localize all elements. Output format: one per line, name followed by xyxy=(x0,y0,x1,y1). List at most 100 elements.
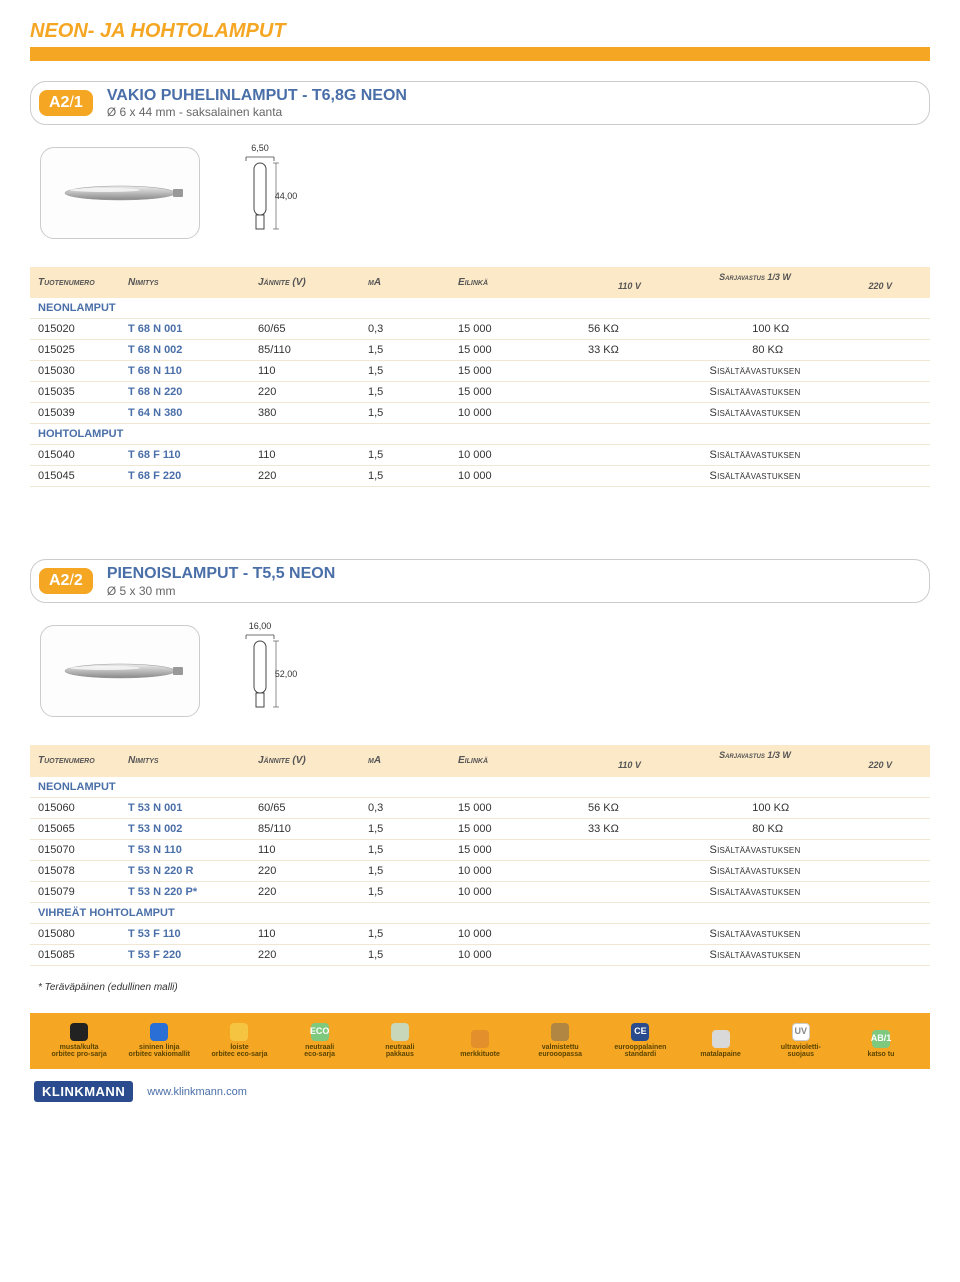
cell-resistor: Sisältäävastuksen xyxy=(580,403,930,424)
col-jannite: Jännite (V) xyxy=(250,745,360,777)
cell-life: 10 000 xyxy=(450,881,580,902)
group-label: VIHREÄT HOHTOLAMPUT xyxy=(30,902,930,923)
col-eilinka: Eilinkä xyxy=(450,267,580,299)
col-tuotenumero: Tuotenumero xyxy=(30,745,120,777)
cell-ma: 0,3 xyxy=(360,797,450,818)
section-title-main: PIENOISLAMPUT - T5,5 NEON xyxy=(107,564,335,583)
dimension-diagram: 16,00 52,00 xyxy=(240,621,280,721)
legend-item: musta/kulta orbitec pro-sarja xyxy=(42,1023,116,1059)
cell-volt: 220 xyxy=(250,944,360,965)
legend-icon: ECO xyxy=(311,1023,329,1041)
cell-code: T 64 N 380 xyxy=(120,403,250,424)
table-row: 015060 T 53 N 001 60/65 0,3 15 000 56 KΩ… xyxy=(30,797,930,818)
cell-num: 015065 xyxy=(30,818,120,839)
legend-label-1: sininen linja xyxy=(139,1044,179,1052)
table-row: 015025 T 68 N 002 85/110 1,5 15 000 33 K… xyxy=(30,340,930,361)
section-badge: A2/1 xyxy=(39,90,93,116)
cell-life: 10 000 xyxy=(450,466,580,487)
cell-code: T 53 F 110 xyxy=(120,923,250,944)
cell-volt: 380 xyxy=(250,403,360,424)
footer-link[interactable]: www.klinkmann.com xyxy=(147,1086,247,1098)
table-row: 015040 T 68 F 110 110 1,5 10 000 Sisältä… xyxy=(30,445,930,466)
cell-life: 15 000 xyxy=(450,839,580,860)
cell-resistor: Sisältäävastuksen xyxy=(580,944,930,965)
cell-life: 10 000 xyxy=(450,923,580,944)
cell-code: T 68 N 001 xyxy=(120,319,250,340)
cell-life: 15 000 xyxy=(450,340,580,361)
legend-item: sininen linja orbitec vakiomallit xyxy=(122,1023,196,1059)
legend-label-1: loiste xyxy=(230,1044,248,1052)
figure-row: 16,00 52,00 xyxy=(30,621,930,721)
cell-code: T 68 N 002 xyxy=(120,340,250,361)
table-row: 015065 T 53 N 002 85/110 1,5 15 000 33 K… xyxy=(30,818,930,839)
cell-ma: 1,5 xyxy=(360,382,450,403)
cell-volt: 85/110 xyxy=(250,340,360,361)
legend-label-1: valmistettu xyxy=(542,1044,579,1052)
legend-label-2: orbitec vakiomallit xyxy=(129,1051,190,1059)
cell-volt: 220 xyxy=(250,860,360,881)
legend-icon xyxy=(70,1023,88,1041)
cell-life: 15 000 xyxy=(450,361,580,382)
cell-code: T 68 F 220 xyxy=(120,466,250,487)
cell-num: 015078 xyxy=(30,860,120,881)
cell-ma: 1,5 xyxy=(360,361,450,382)
legend-label-2: orbitec eco-sarja xyxy=(211,1051,267,1059)
cell-code: T 53 N 220 P* xyxy=(120,881,250,902)
section-title-sub: Ø 5 x 30 mm xyxy=(107,584,335,598)
table-row: 015039 T 64 N 380 380 1,5 10 000 Sisältä… xyxy=(30,403,930,424)
cell-volt: 110 xyxy=(250,839,360,860)
cell-num: 015045 xyxy=(30,466,120,487)
col-nimitys: Nimitys xyxy=(120,745,250,777)
table-row: 015079 T 53 N 220 P* 220 1,5 10 000 Sisä… xyxy=(30,881,930,902)
legend-icon: CE xyxy=(631,1023,649,1041)
bulb-icon xyxy=(55,656,185,686)
cell-ma: 1,5 xyxy=(360,923,450,944)
cell-r220: 80 KΩ xyxy=(744,818,930,839)
table-row: 015078 T 53 N 220 R 220 1,5 10 000 Sisäl… xyxy=(30,860,930,881)
col-ma: mA xyxy=(360,745,450,777)
cell-num: 015040 xyxy=(30,445,120,466)
legend-item: matalapaine xyxy=(684,1030,758,1059)
cell-code: T 53 N 110 xyxy=(120,839,250,860)
legend-label-2: pakkaus xyxy=(386,1051,414,1059)
cell-volt: 220 xyxy=(250,466,360,487)
col-tuotenumero: Tuotenumero xyxy=(30,267,120,299)
cell-resistor: Sisältäävastuksen xyxy=(580,466,930,487)
cell-volt: 85/110 xyxy=(250,818,360,839)
cell-ma: 1,5 xyxy=(360,818,450,839)
legend-item: UV ultravioletti- suojaus xyxy=(764,1023,838,1059)
group-label: HOHTOLAMPUT xyxy=(30,424,930,445)
footnote: * Teräväpäinen (edullinen malli) xyxy=(30,978,930,1013)
cell-num: 015060 xyxy=(30,797,120,818)
group-label: NEONLAMPUT xyxy=(30,777,930,798)
cell-code: T 53 N 220 R xyxy=(120,860,250,881)
product-photo xyxy=(40,147,200,239)
cell-life: 15 000 xyxy=(450,797,580,818)
cell-volt: 110 xyxy=(250,361,360,382)
legend-icon: UV xyxy=(792,1023,810,1041)
col-eilinka: Eilinkä xyxy=(450,745,580,777)
col-sarjavastus: Sarjavastus 1/3 W 110 V220 V xyxy=(580,267,930,299)
cell-r110: 56 KΩ xyxy=(580,319,744,340)
cell-resistor: Sisältäävastuksen xyxy=(580,382,930,403)
legend-icon xyxy=(471,1030,489,1048)
cell-resistor: Sisältäävastuksen xyxy=(580,445,930,466)
product-table: Tuotenumero Nimitys Jännite (V) mA Eilin… xyxy=(30,745,930,966)
section-title-sub: Ø 6 x 44 mm - saksalainen kanta xyxy=(107,105,407,119)
cell-volt: 110 xyxy=(250,923,360,944)
legend-label-2: eco-sarja xyxy=(304,1051,335,1059)
legend-label-1: eurooppalainen xyxy=(614,1044,666,1052)
legend-icon xyxy=(551,1023,569,1041)
col-sarjavastus: Sarjavastus 1/3 W 110 V220 V xyxy=(580,745,930,777)
legend-icon xyxy=(230,1023,248,1041)
cell-life: 10 000 xyxy=(450,944,580,965)
table-row: 015030 T 68 N 110 110 1,5 15 000 Sisältä… xyxy=(30,361,930,382)
cell-code: T 68 N 220 xyxy=(120,382,250,403)
page-title: NEON- JA HOHTOLAMPUT xyxy=(30,20,930,43)
legend-label-1: ultravioletti- xyxy=(781,1044,821,1052)
cell-r220: 100 KΩ xyxy=(744,319,930,340)
cell-volt: 220 xyxy=(250,881,360,902)
cell-volt: 60/65 xyxy=(250,797,360,818)
legend-label-2: eurooopassa xyxy=(538,1051,582,1059)
cell-r110: 33 KΩ xyxy=(580,818,744,839)
